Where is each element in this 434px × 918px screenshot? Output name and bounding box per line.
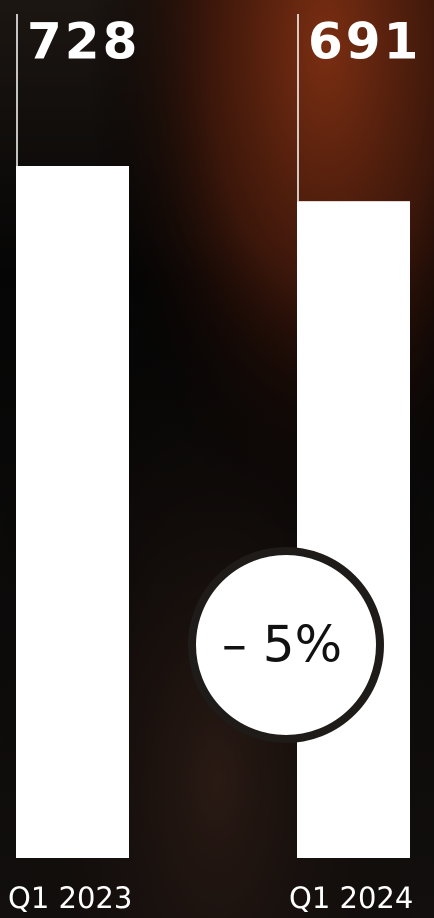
bar	[297, 201, 410, 858]
change-label: – 5%	[222, 616, 342, 674]
bar	[16, 166, 129, 858]
x-tick-label: Q1 2023	[8, 881, 132, 915]
value-label: 691	[308, 13, 421, 71]
change-badge	[188, 547, 384, 743]
value-label: 728	[27, 13, 140, 71]
x-tick-label: Q1 2024	[289, 881, 413, 915]
